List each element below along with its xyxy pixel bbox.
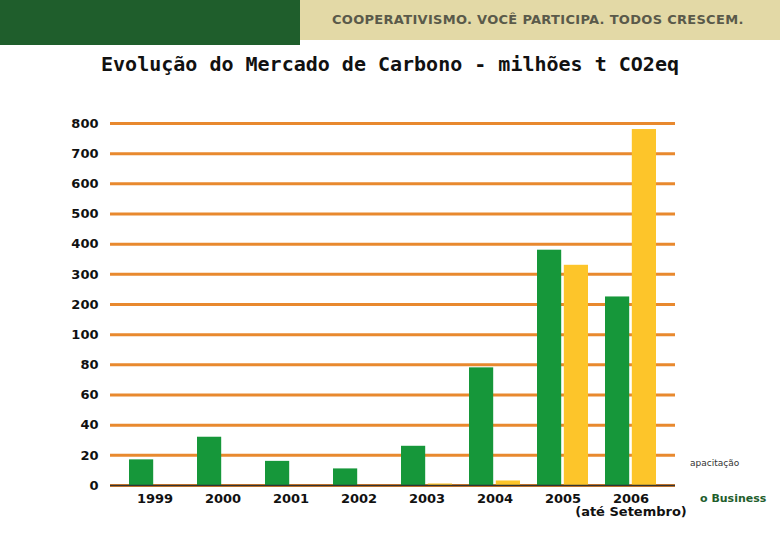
svg-text:100: 100 [71, 327, 98, 342]
svg-text:2003: 2003 [409, 491, 445, 506]
svg-text:2004: 2004 [477, 491, 513, 506]
svg-text:400: 400 [71, 236, 98, 251]
svg-text:2002: 2002 [341, 491, 377, 506]
svg-text:60: 60 [80, 387, 98, 402]
svg-text:40: 40 [80, 417, 98, 432]
svg-text:2005: 2005 [544, 490, 582, 506]
svg-text:600: 600 [71, 176, 98, 191]
html-text:COOPERATIVISMO. VOCÊ PARTICIPA: COOPERATIVISMO. VOCÊ PARTICIPA. TODOS CR… [332, 12, 744, 27]
svg-text:200: 200 [71, 297, 98, 312]
svg-text:0: 0 [89, 478, 98, 493]
svg-text:300: 300 [71, 266, 98, 281]
svg-text:500: 500 [71, 206, 98, 221]
html-text:Evolução do Mercado de Carbono: Evolução do Mercado de Carbono - milhões… [101, 52, 679, 76]
svg-text:20: 20 [80, 447, 98, 462]
svg-text:2006(até Setembro): 2006(até Setembro) [575, 491, 687, 519]
html-text:o Business: o Business [700, 492, 767, 505]
svg-text:800: 800 [71, 116, 98, 131]
svg-text:2000: 2000 [205, 491, 241, 506]
svg-text:80: 80 [80, 357, 98, 372]
html-text:apacitação: apacitação [690, 458, 740, 468]
svg-text:1999: 1999 [137, 491, 173, 506]
svg-text:2001: 2001 [273, 491, 309, 506]
svg-text:700: 700 [71, 146, 98, 161]
